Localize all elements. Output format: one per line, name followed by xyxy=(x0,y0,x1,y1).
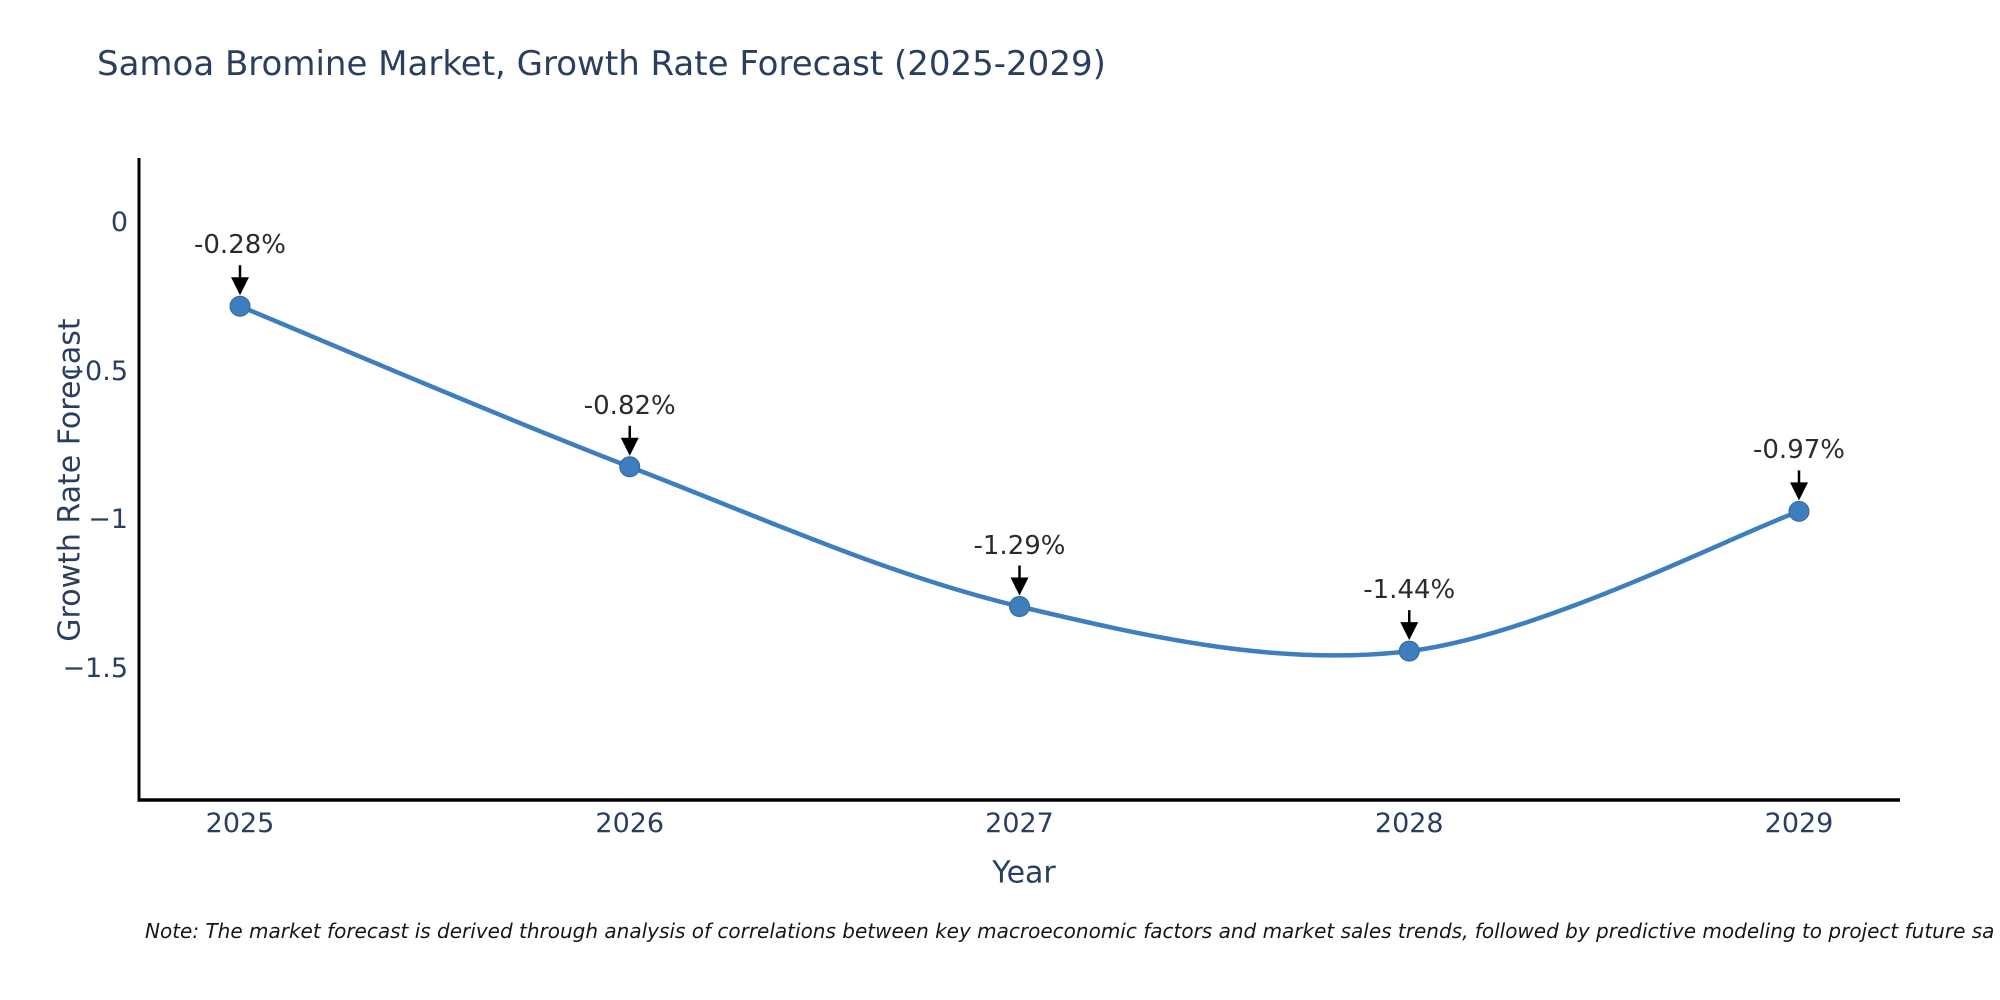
y-tick-label: −1.5 xyxy=(62,652,128,684)
point-value-annotation: -0.97% xyxy=(1753,435,1845,466)
x-tick-label: 2025 xyxy=(205,808,275,839)
y-axis-title: Growth Rate Forecast xyxy=(52,318,88,642)
y-tick-label: −0.5 xyxy=(62,355,128,387)
data-point-marker xyxy=(1009,596,1030,618)
chart-title: Samoa Bromine Market, Growth Rate Foreca… xyxy=(97,44,1106,84)
point-value-annotation: -1.44% xyxy=(1363,575,1456,606)
y-tick-label: 0 xyxy=(110,207,128,238)
x-tick-label: 2026 xyxy=(595,808,665,839)
x-tick-label: 2029 xyxy=(1764,808,1834,839)
data-point-marker xyxy=(229,295,251,317)
annotation-arrow-head xyxy=(231,277,249,296)
annotation-arrow-head xyxy=(1400,622,1419,641)
x-tick-label: 2027 xyxy=(985,808,1054,839)
annotation-arrow-head xyxy=(1010,577,1029,596)
point-value-annotation: -1.29% xyxy=(973,530,1066,561)
point-value-annotation: -0.28% xyxy=(194,230,286,261)
annotation-arrow-head xyxy=(620,437,639,456)
data-point-marker xyxy=(619,456,641,478)
point-value-annotation: -0.82% xyxy=(583,390,676,421)
footnote: Note: The market forecast is derived thr… xyxy=(145,919,1995,943)
y-tick-label: −1 xyxy=(88,504,128,536)
x-axis-title: Year xyxy=(992,855,1056,891)
annotation-arrow-head xyxy=(1790,482,1808,501)
x-tick-label: 2028 xyxy=(1374,808,1444,839)
data-point-marker xyxy=(1788,500,1810,522)
data-point-marker xyxy=(1398,640,1420,662)
